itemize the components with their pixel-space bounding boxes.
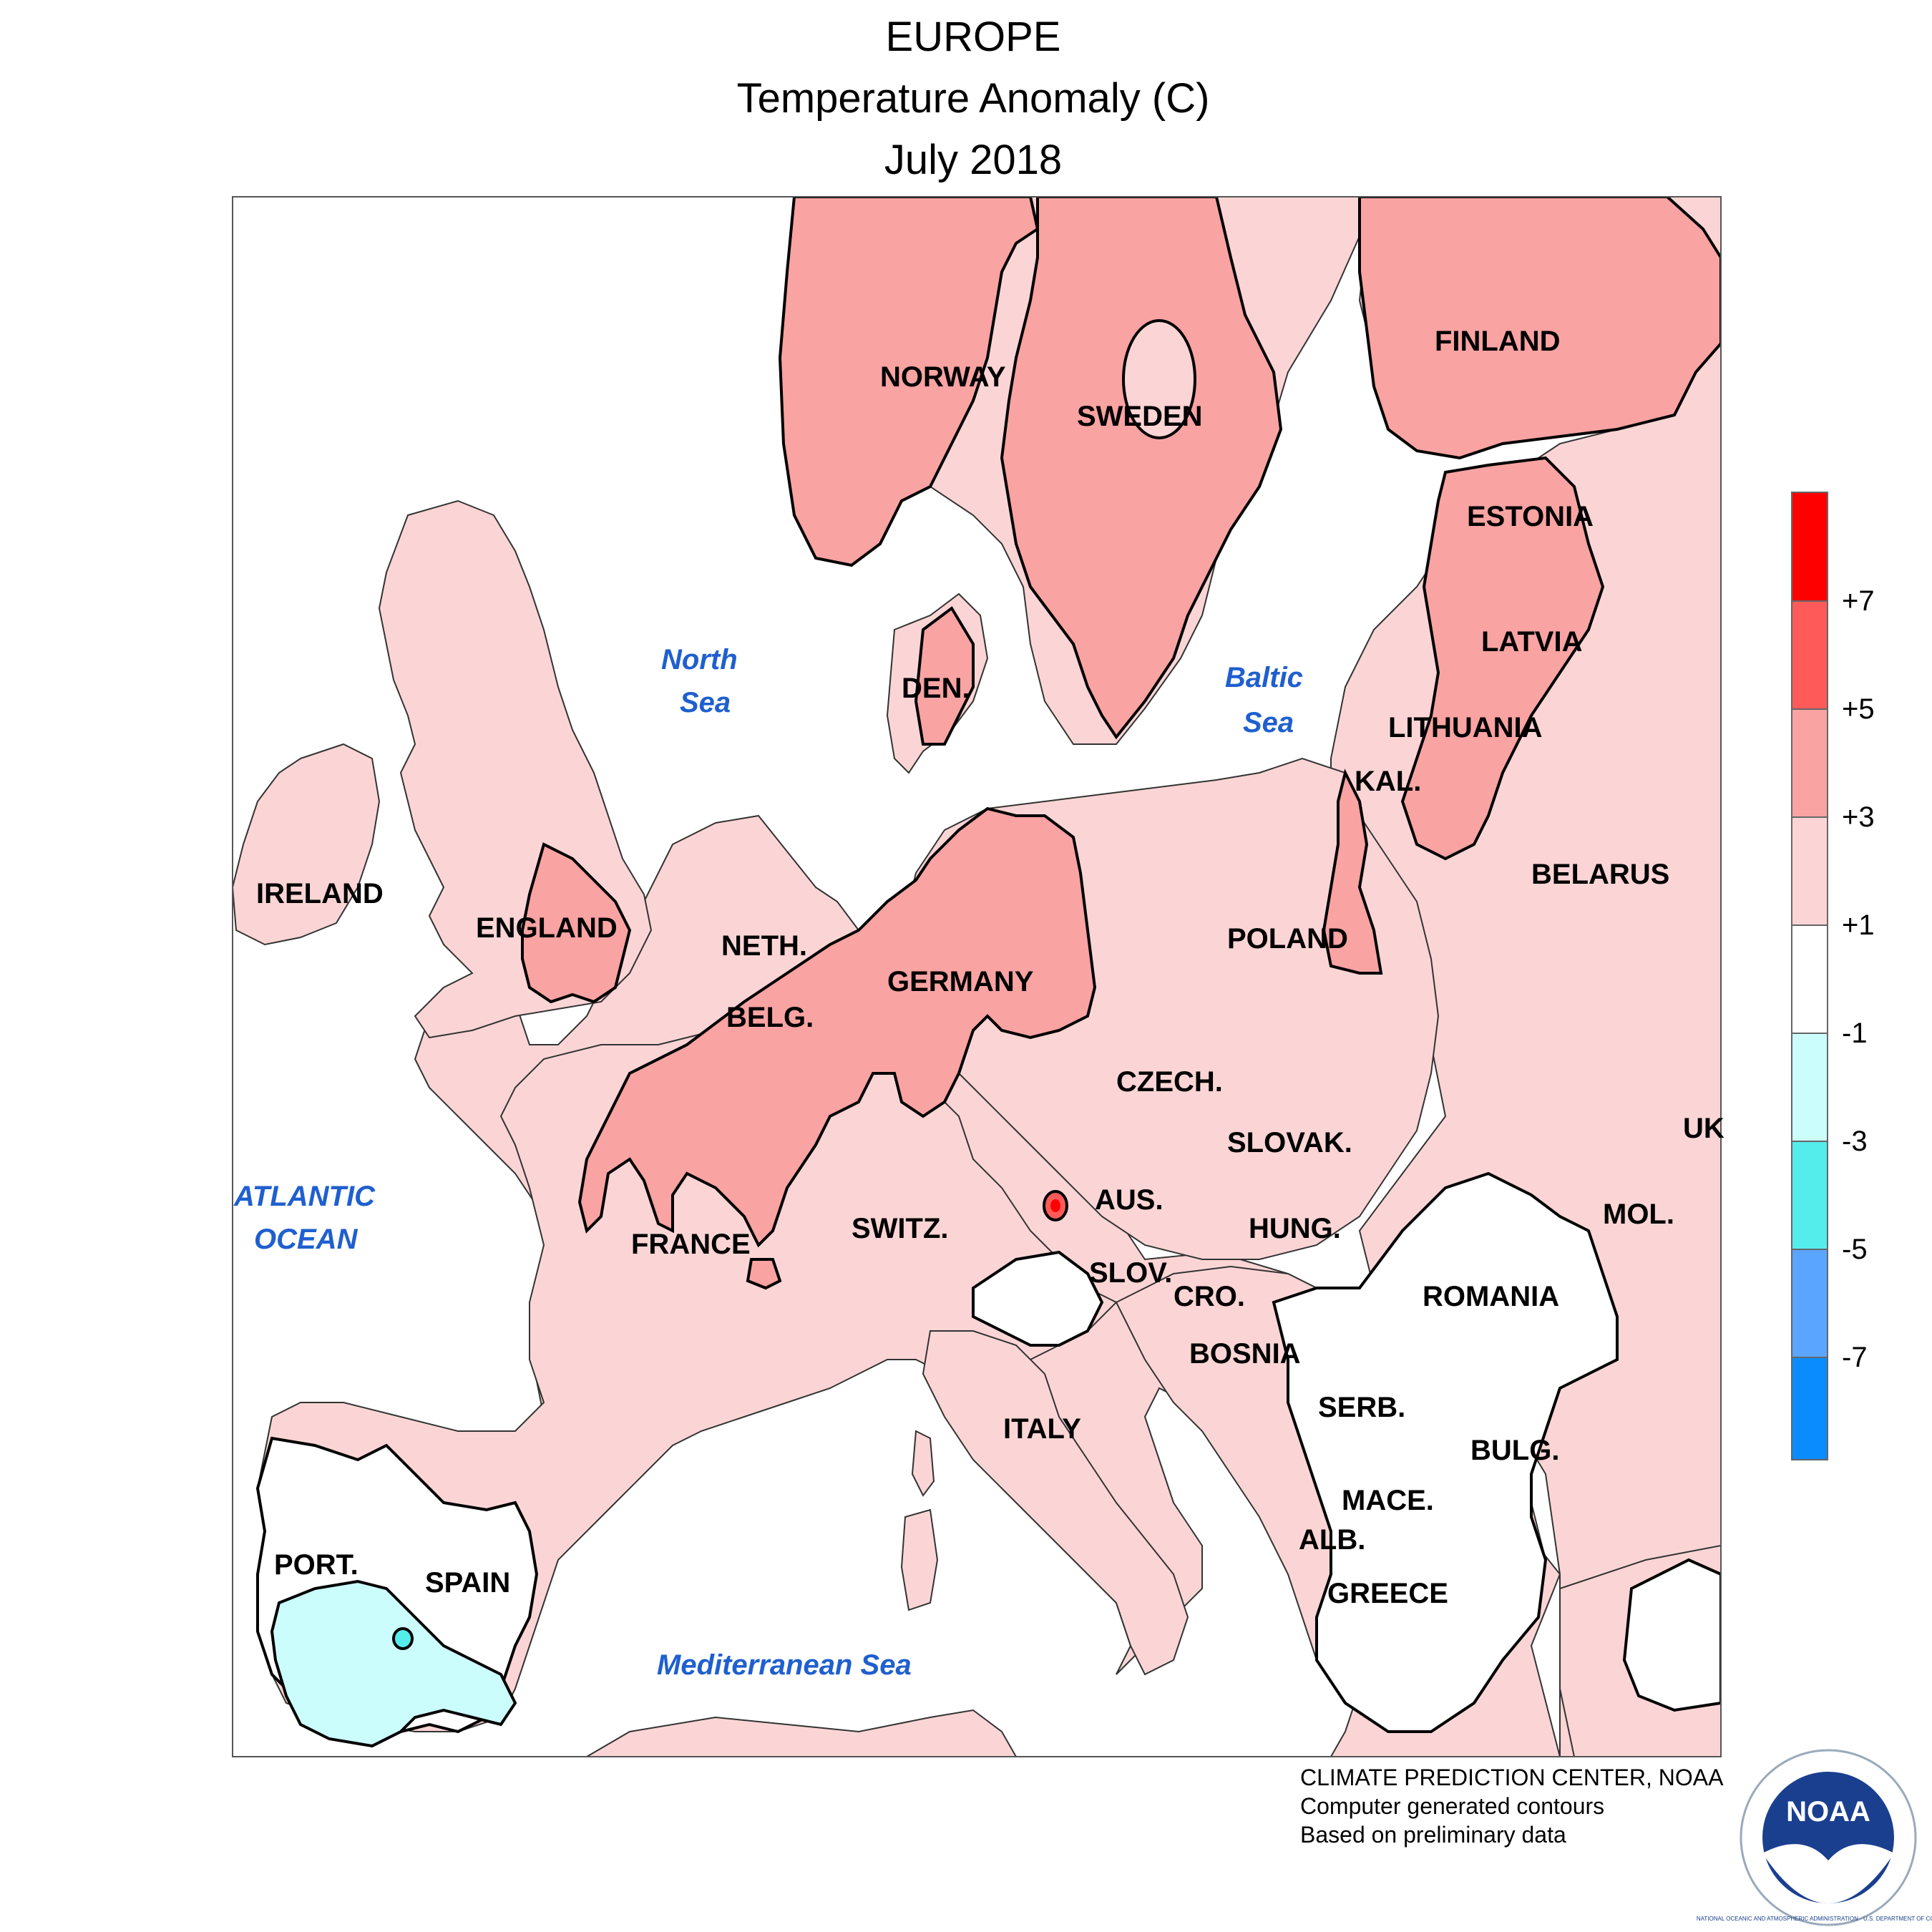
cool-spot-iberia (392, 1627, 414, 1650)
label-slovak: SLOVAK. (1227, 1127, 1352, 1158)
neutral-adriatic (972, 1250, 1104, 1347)
land-north-africa (585, 1709, 1018, 1757)
anomaly-denmark (914, 606, 975, 746)
label-hung: HUNG. (1249, 1213, 1341, 1244)
noaa-logo-gull (1762, 1844, 1894, 1903)
label-germany: GERMANY (887, 966, 1034, 997)
anomaly-sweden (1000, 197, 1283, 740)
scale-box-4 (1791, 816, 1828, 926)
label-atlantic-1: ATLANTIC (233, 1181, 376, 1212)
map-frame (232, 196, 1722, 1757)
hotspot-austria-inner (1050, 1199, 1060, 1212)
cool-iberia (270, 1579, 517, 1748)
label-czech: CZECH. (1116, 1066, 1223, 1098)
scale-box-3 (1791, 708, 1828, 818)
label-bosnia: BOSNIA (1189, 1338, 1301, 1370)
scale-box-1 (1791, 492, 1828, 602)
label-poland: POLAND (1227, 923, 1348, 955)
label-kal: KAL. (1355, 766, 1421, 797)
scale-label-2: +5 (1842, 693, 1875, 725)
label-neth: NETH. (721, 930, 807, 962)
sweden-light-spot (1122, 319, 1196, 439)
scale-label-7: -5 (1842, 1234, 1868, 1265)
scale-box-6 (1791, 1033, 1828, 1142)
credit-line-1: CLIMATE PREDICTION CENTER, NOAA (1300, 1765, 1724, 1790)
label-lithuania: LITHUANIA (1388, 712, 1543, 743)
scale-box-2 (1791, 600, 1828, 710)
label-slov: SLOV. (1089, 1257, 1172, 1289)
label-cro: CRO. (1174, 1281, 1245, 1312)
land-sardinia (900, 1508, 939, 1611)
label-finland: FINLAND (1435, 326, 1561, 357)
credit-line-3: Based on preliminary data (1300, 1822, 1566, 1848)
scale-label-5: -1 (1842, 1018, 1868, 1049)
label-belg: BELG. (726, 1002, 814, 1033)
label-alb: ALB. (1299, 1524, 1365, 1556)
label-romania: ROMANIA (1423, 1281, 1559, 1312)
label-baltic-sea-2: Sea (1243, 707, 1294, 738)
label-uk: UK (1683, 1113, 1724, 1144)
label-estonia: ESTONIA (1467, 501, 1594, 532)
label-norway: NORWAY (880, 361, 1006, 393)
title-line-3: July 2018 (884, 137, 1063, 183)
label-aus: AUS. (1095, 1184, 1163, 1216)
scale-box-8 (1791, 1249, 1828, 1358)
label-sweden: SWEDEN (1077, 401, 1203, 432)
land-italy (922, 1330, 1189, 1676)
scale-label-6: -3 (1842, 1126, 1868, 1157)
label-belarus: BELARUS (1531, 859, 1669, 890)
scale-box-5 (1791, 924, 1828, 1034)
noaa-logo-text: NOAA (1786, 1796, 1870, 1828)
label-baltic-sea-1: Baltic (1225, 662, 1303, 693)
label-mace: MACE. (1342, 1485, 1434, 1516)
credit-line-2: Computer generated contours (1300, 1793, 1605, 1819)
anomaly-poland-finger (1322, 769, 1383, 975)
scale-label-3: +3 (1842, 801, 1875, 833)
neutral-balkans (1272, 1171, 1619, 1733)
scale-label-1: +7 (1842, 585, 1875, 617)
label-serb: SERB. (1318, 1392, 1405, 1423)
label-spain: SPAIN (425, 1567, 510, 1599)
anomaly-baltics (1400, 456, 1605, 861)
anomaly-norway (778, 197, 1040, 567)
anomaly-central-west (577, 806, 1097, 1248)
label-england: ENGLAND (476, 912, 618, 944)
label-atlantic-2: OCEAN (254, 1224, 358, 1255)
scale-label-4: +1 (1842, 909, 1875, 941)
label-mol: MOL. (1603, 1199, 1674, 1230)
title-line-2: Temperature Anomaly (C) (736, 75, 1210, 122)
label-greece: GREECE (1327, 1578, 1448, 1609)
noaa-logo-ring-text: NATIONAL OCEANIC AND ATMOSPHERIC ADMINIS… (1697, 1916, 1932, 1922)
land-ireland (233, 743, 381, 946)
land-corsica (911, 1430, 935, 1497)
label-ireland: IRELAND (256, 878, 384, 909)
anomaly-england (521, 842, 632, 1004)
scale-box-9 (1791, 1357, 1828, 1460)
label-north-sea-2: Sea (680, 687, 731, 718)
label-switz: SWITZ. (852, 1213, 949, 1244)
anomaly-finland (1358, 197, 1721, 460)
label-mediterranean: Mediterranean Sea (657, 1649, 912, 1681)
label-north-sea-1: North (661, 644, 738, 675)
label-bulg: BULG. (1470, 1435, 1559, 1466)
anomaly-france-blob (746, 1258, 782, 1290)
label-den: DEN. (902, 673, 970, 704)
scale-box-7 (1791, 1141, 1828, 1250)
label-italy: ITALY (1003, 1413, 1081, 1445)
noaa-logo: NOAA NATIONAL OCEANIC AND ATMOSPHERIC AD… (1697, 1749, 1932, 1926)
color-scale (1791, 492, 1828, 1460)
label-latvia: LATVIA (1481, 626, 1582, 658)
label-france: FRANCE (631, 1229, 751, 1260)
title-line-1: EUROPE (885, 14, 1061, 60)
neutral-ukraine-south (1622, 1558, 1721, 1712)
label-port: PORT. (274, 1549, 358, 1581)
scale-label-8: -7 (1842, 1342, 1868, 1373)
